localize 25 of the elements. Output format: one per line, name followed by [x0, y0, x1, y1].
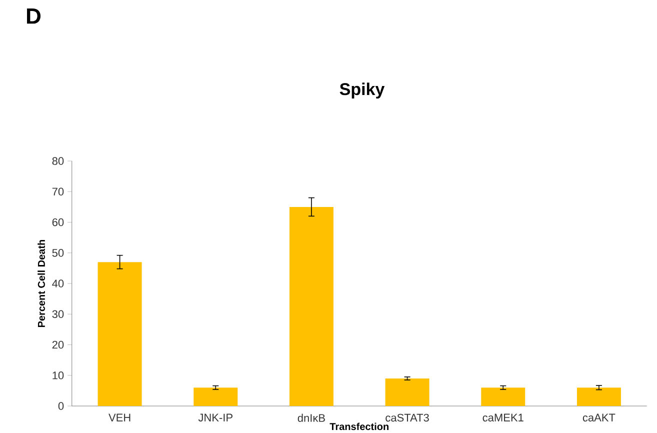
x-tick-label: JNK-IP	[198, 414, 232, 422]
bar	[289, 206, 334, 406]
y-tick-label: 20	[52, 340, 64, 348]
y-tick-label: 70	[52, 188, 64, 196]
y-axis-title: Percent Cell Death	[38, 240, 45, 327]
y-tick-label: 80	[52, 156, 64, 165]
x-tick-label: VEH	[108, 414, 130, 422]
x-tick-label: caSTAT3	[386, 414, 429, 422]
bar	[481, 387, 526, 406]
x-axis-title: Transfection	[330, 422, 388, 430]
bar	[576, 387, 621, 406]
y-tick-label: 60	[52, 218, 64, 226]
y-tick-label: 30	[52, 310, 64, 318]
bar	[385, 378, 430, 406]
bar	[98, 262, 142, 406]
y-tick-label: 0	[58, 402, 64, 410]
x-tick-label: caMEK1	[482, 414, 524, 422]
y-tick-label: 50	[52, 248, 64, 257]
y-tick-label: 10	[52, 371, 64, 380]
text: D	[27, 8, 41, 24]
bar	[194, 387, 238, 406]
y-tick-label: 40	[52, 279, 64, 288]
x-tick-label: dnIκB	[298, 414, 325, 422]
chart-title: Spiky	[340, 82, 385, 98]
x-tick-label: caAKT	[582, 414, 616, 422]
